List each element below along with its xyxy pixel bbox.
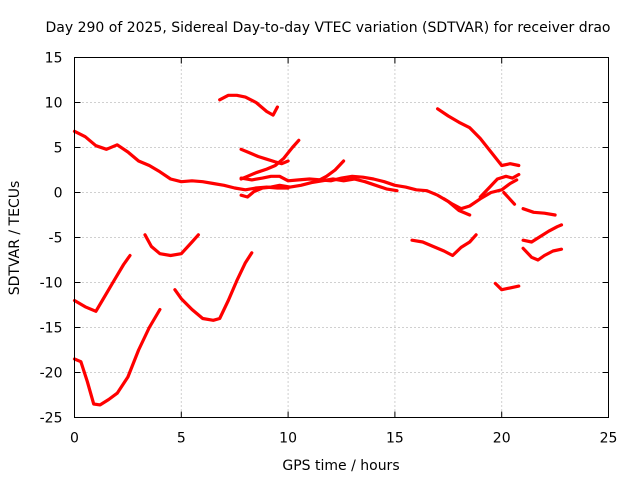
series-arc-11 <box>316 159 346 183</box>
x-tick-label: 15 <box>386 431 404 447</box>
series-arc-14 <box>442 178 519 211</box>
y-tick-label: 15 <box>45 51 63 67</box>
x-tick-label: 20 <box>493 431 511 447</box>
y-tick-label: -25 <box>40 411 63 427</box>
series-arc-16 <box>502 190 517 206</box>
x-tick-label: 0 <box>70 431 79 447</box>
series-arc-10 <box>239 147 290 166</box>
x-tick-label: 25 <box>600 431 618 447</box>
series-arc-20 <box>521 223 564 244</box>
y-axis-label: SDTVAR / TECUs <box>7 181 23 296</box>
series-arc-17 <box>521 207 557 217</box>
series-arc-18 <box>493 281 521 292</box>
series-arc-9 <box>239 138 301 181</box>
series-arc-7 <box>239 174 472 217</box>
y-tick-label: 0 <box>54 186 63 202</box>
series-arc-13 <box>436 107 521 168</box>
series-arc-5 <box>173 251 254 322</box>
y-tick-label: 5 <box>54 141 63 157</box>
series-arc-19 <box>521 246 564 262</box>
axis-ticks: 0 5 10 15 20 25 -25 -20 -15 -10 -5 0 5 10 15 <box>40 51 618 447</box>
series-arc-15 <box>478 172 521 199</box>
y-tick-label: 10 <box>45 96 63 112</box>
x-tick-label: 5 <box>177 431 186 447</box>
y-tick-label: -15 <box>40 321 63 337</box>
series-arc-6 <box>218 93 279 117</box>
series-layer <box>72 93 564 407</box>
series-arc-8 <box>239 177 399 199</box>
y-tick-label: -10 <box>40 276 63 292</box>
series-arc-12 <box>410 233 478 258</box>
x-tick-label: 10 <box>279 431 297 447</box>
series-arc-4 <box>143 233 200 258</box>
y-tick-label: -5 <box>49 231 63 247</box>
series-arc-3 <box>72 307 162 407</box>
chart-title: Day 290 of 2025, Sidereal Day-to-day VTE… <box>45 20 610 36</box>
y-tick-label: -20 <box>40 366 63 382</box>
grid <box>74 57 609 418</box>
series-arc-2 <box>72 253 132 313</box>
x-axis-label: GPS time / hours <box>282 458 399 474</box>
series-arc-1 <box>72 129 290 192</box>
